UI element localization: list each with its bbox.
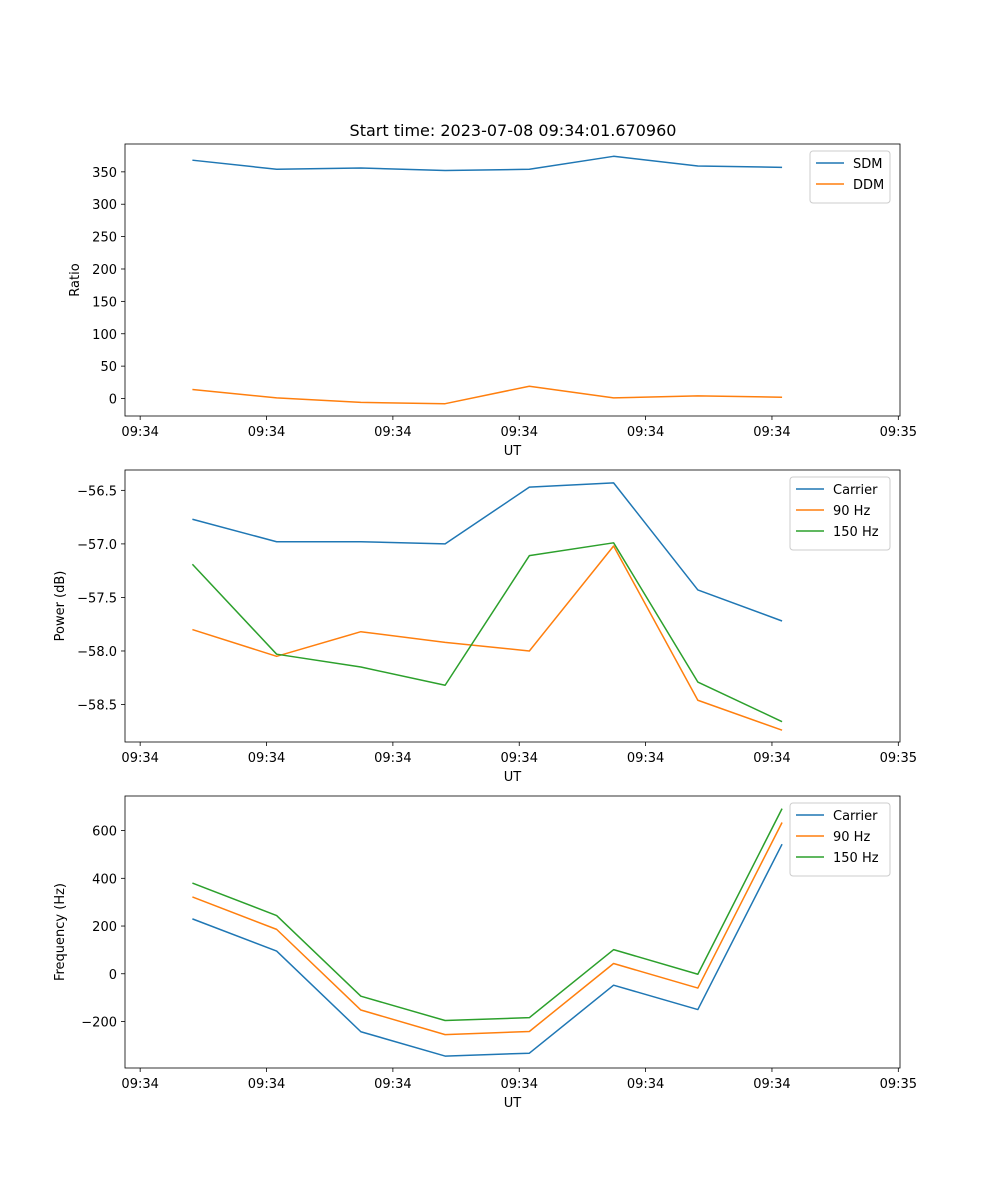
legend: SDM DDM <box>809 150 891 204</box>
series-line-ddm <box>192 385 783 405</box>
y-axis-label: Power (dB) <box>53 571 68 642</box>
chart-panel-3: 09:34 09:34 09:34 09:34 09:34 09:34 09:35 −200 0… <box>53 795 917 1111</box>
y-tick-label: 250 <box>92 231 117 246</box>
legend-box <box>809 150 891 204</box>
x-tick-label: 09:34 <box>374 425 411 440</box>
x-tick-label: 09:34 <box>248 751 285 766</box>
legend-entry-label: SDM <box>853 157 882 172</box>
x-tick-label: 09:34 <box>627 751 664 766</box>
x-tick-label: 09:34 <box>753 751 790 766</box>
x-tick-label: 09:34 <box>121 751 158 766</box>
legend-entry-label: Carrier <box>833 809 878 824</box>
legend: Carrier 90 Hz 150 Hz <box>789 802 891 877</box>
y-tick-label: −200 <box>81 1015 117 1030</box>
x-tick-label: 09:34 <box>374 1077 411 1092</box>
y-tick-label: 100 <box>92 328 117 343</box>
legend-entry-label: 90 Hz <box>833 504 870 519</box>
axes-frame <box>124 795 901 1069</box>
x-tick-label: 09:35 <box>880 425 917 440</box>
x-tick-label: 09:35 <box>880 1077 917 1092</box>
x-tick-label: 09:34 <box>627 1077 664 1092</box>
x-tick-label: 09:34 <box>121 425 158 440</box>
y-tick-label: 350 <box>92 166 117 181</box>
x-axis-label: UT <box>504 770 522 785</box>
y-tick-label: −57.0 <box>77 538 117 553</box>
y-tick-label: 200 <box>92 263 117 278</box>
y-axis-label: Frequency (Hz) <box>53 883 68 981</box>
y-tick-label: 400 <box>92 872 117 887</box>
axes-frame <box>124 469 901 743</box>
chart-panel-1: 09:34 09:34 09:34 09:34 09:34 09:34 09:35 0 50 10… <box>68 143 917 459</box>
charts-container: 09:34 09:34 09:34 09:34 09:34 09:34 09:35 0 50 10… <box>53 143 917 1111</box>
series-line-150-hz <box>191 542 783 723</box>
x-tick-label: 09:34 <box>501 751 538 766</box>
figure-title: Start time: 2023-07-08 09:34:01.670960 <box>350 121 677 140</box>
x-tick-label: 09:34 <box>753 425 790 440</box>
x-tick-label: 09:34 <box>627 425 664 440</box>
y-tick-label: 0 <box>109 968 117 983</box>
y-tick-label: 50 <box>100 360 117 375</box>
x-tick-label: 09:34 <box>374 751 411 766</box>
x-tick-label: 09:34 <box>248 425 285 440</box>
y-tick-label: 0 <box>109 393 117 408</box>
series-line-carrier <box>192 482 783 622</box>
x-tick-label: 09:34 <box>753 1077 790 1092</box>
y-tick-label: −56.5 <box>77 484 117 499</box>
y-tick-label: 200 <box>92 920 117 935</box>
legend-entry-label: 90 Hz <box>833 830 870 845</box>
y-axis-label: Ratio <box>68 263 83 296</box>
series-line-sdm <box>192 155 783 172</box>
series-line-90-hz <box>192 545 783 731</box>
legend-entry-label: 150 Hz <box>833 525 879 540</box>
y-tick-label: −58.5 <box>77 699 117 714</box>
legend-entry-label: Carrier <box>833 483 878 498</box>
legend-entry-label: 150 Hz <box>833 851 879 866</box>
series-line-carrier <box>192 843 783 1057</box>
chart-panel-2: 09:34 09:34 09:34 09:34 09:34 09:34 09:35 −58.5… <box>53 469 917 785</box>
y-tick-label: 150 <box>92 295 117 310</box>
series-line-90-hz <box>192 822 783 1036</box>
x-tick-label: 09:34 <box>501 1077 538 1092</box>
x-tick-label: 09:34 <box>121 1077 158 1092</box>
x-axis-label: UT <box>504 1096 522 1111</box>
axes-frame <box>124 143 901 417</box>
x-tick-label: 09:34 <box>248 1077 285 1092</box>
y-tick-label: −58.0 <box>77 645 117 660</box>
legend: Carrier 90 Hz 150 Hz <box>789 476 891 551</box>
x-axis-label: UT <box>504 444 522 459</box>
series-line-150-hz <box>192 808 783 1022</box>
legend-entry-label: DDM <box>853 178 884 193</box>
x-tick-label: 09:35 <box>880 751 917 766</box>
y-tick-label: −57.5 <box>77 591 117 606</box>
y-tick-label: 600 <box>92 825 117 840</box>
x-tick-label: 09:34 <box>501 425 538 440</box>
y-tick-label: 300 <box>92 198 117 213</box>
